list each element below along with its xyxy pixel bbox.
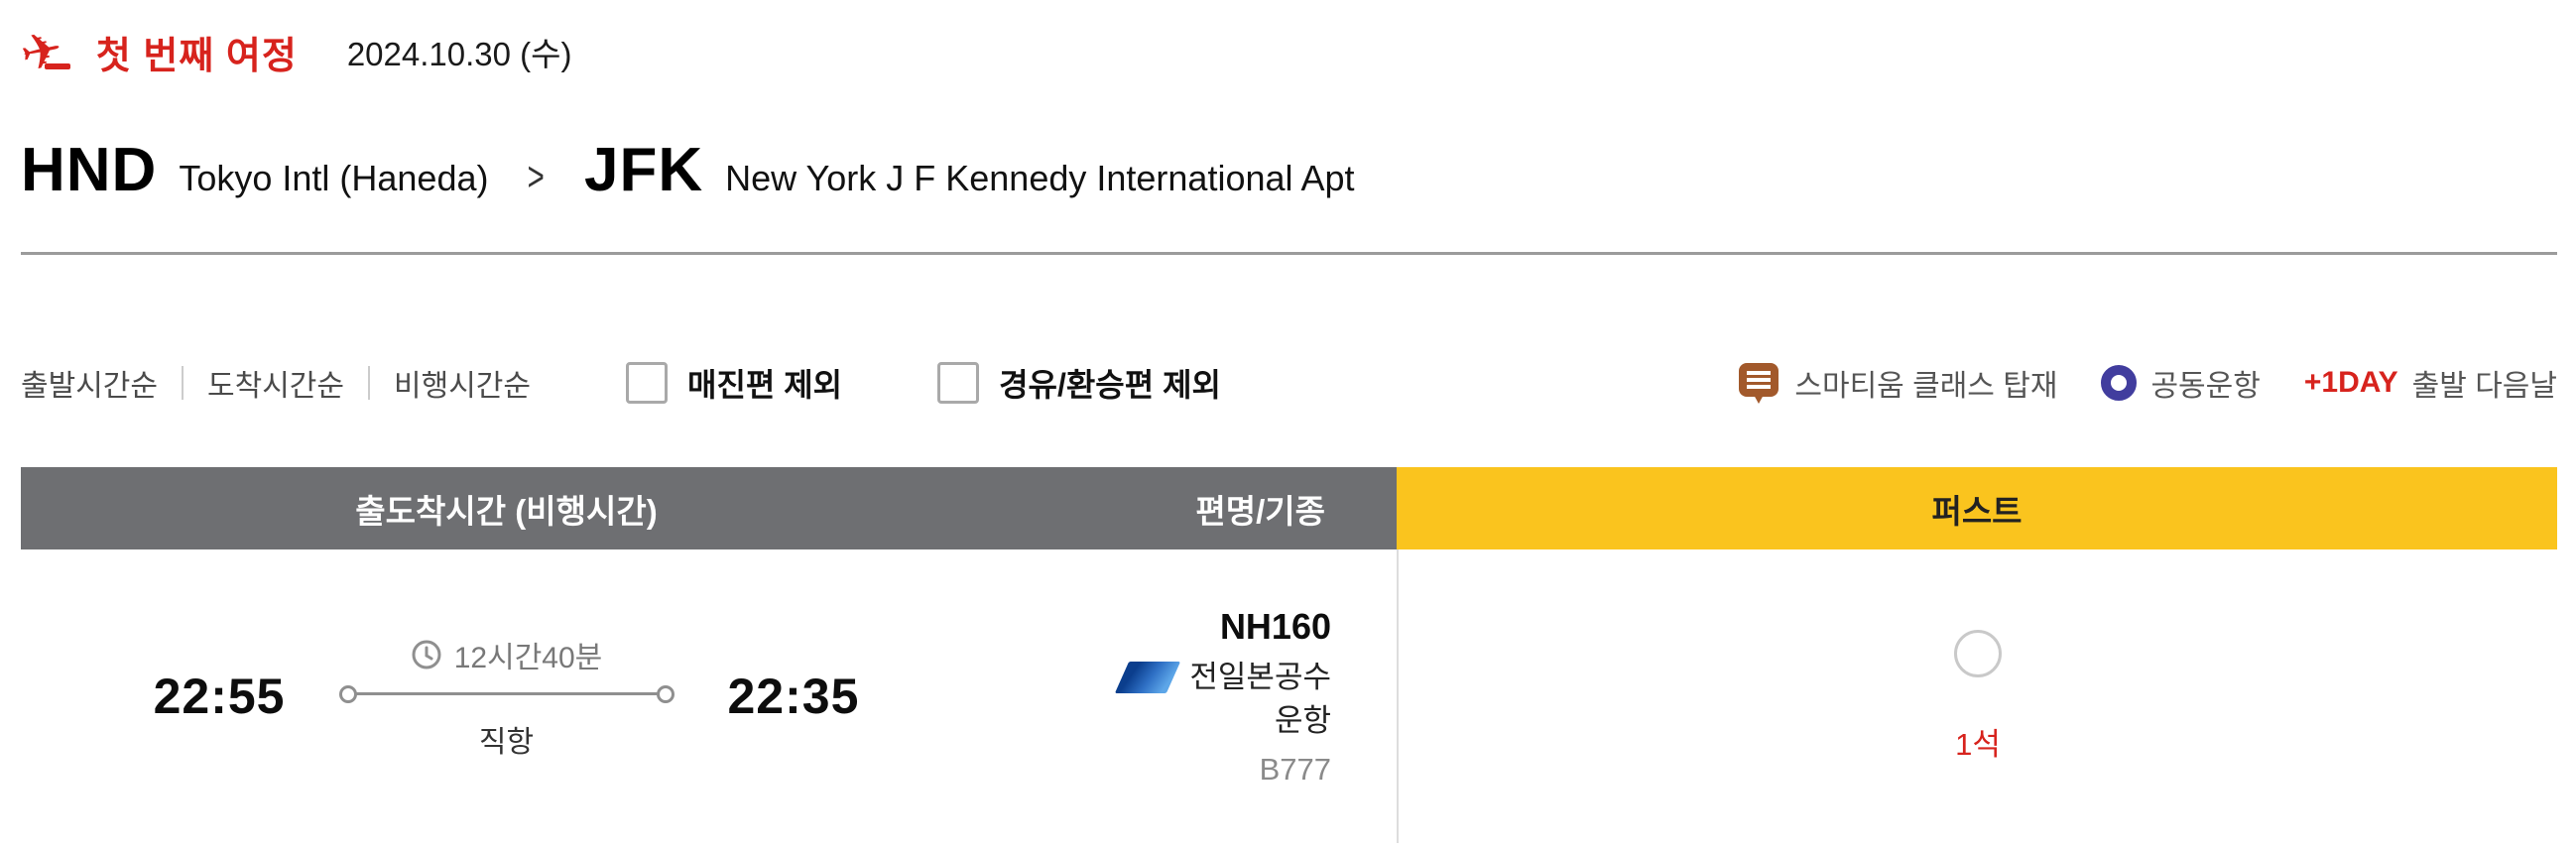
smartium-bubble-icon [1737, 361, 1780, 405]
duration-row: 12시간40분 [411, 633, 603, 676]
sort-and-filters: 출발시간순 도착시간순 비행시간순 매진편 제외 경유/환승편 제외 [21, 360, 1221, 406]
flight-results-table: 출도착시간 (비행시간) 편명/기종 퍼스트 22:55 [21, 467, 2557, 843]
flight-times-cell: 22:55 12시간40분 [21, 549, 992, 843]
exclude-soldout-label: 매진편 제외 [687, 367, 843, 403]
seats-remaining: 1석 [1955, 726, 2001, 762]
first-class-radio[interactable] [1954, 629, 2002, 677]
arrival-time: 22:35 [727, 669, 860, 724]
origin-airport-code: HND [21, 136, 158, 204]
sort-by-arrival[interactable]: 도착시간순 [207, 370, 344, 403]
ana-airline-logo-icon [1115, 661, 1181, 693]
legend-smartium: 스마티움 클래스 탑재 [1737, 361, 2057, 405]
route-header: HND Tokyo Intl (Haneda) > JFK New York J… [21, 135, 2557, 218]
filter-exclude-transfer[interactable]: 경유/환승편 제외 [937, 360, 1221, 406]
exclude-transfer-label: 경유/환승편 제외 [999, 367, 1221, 403]
journey-line: 12시간40분 직항 [338, 633, 675, 761]
airplane-underline [44, 63, 70, 69]
table-header-left: 출도착시간 (비행시간) 편명/기종 [21, 467, 1397, 549]
airplane-takeoff-icon: ✈ [15, 20, 68, 83]
header-cabin-first: 퍼스트 [1397, 467, 2557, 549]
airline-row: 전일본공수 [1115, 656, 1331, 698]
legend: 스마티움 클래스 탑재 공동운항 +1DAY 출발 다음날 [1693, 361, 2557, 405]
section-divider [21, 252, 2557, 255]
legend-codeshare: 공동운항 [2101, 361, 2261, 405]
legend-codeshare-label: 공동운항 [2150, 370, 2261, 403]
codeshare-ring-icon [2101, 365, 2138, 401]
sort-group: 출발시간순 도착시간순 비행시간순 [21, 361, 531, 405]
destination-airport-code: JFK [584, 136, 704, 204]
journey-date: 2024.10.30 (수) [346, 36, 572, 72]
destination-airport-name: New York J F Kennedy International Apt [725, 158, 1355, 198]
exclude-soldout-checkbox[interactable] [626, 362, 668, 404]
legend-plus1day-label: 출발 다음날 [2411, 370, 2557, 403]
flight-duration: 12시간40분 [453, 641, 603, 674]
table-header-row: 출도착시간 (비행시간) 편명/기종 퍼스트 [21, 467, 2557, 549]
flight-row: 22:55 12시간40분 [21, 549, 2557, 843]
sort-divider [368, 366, 370, 400]
plus1day-badge: +1DAY [2303, 366, 2398, 399]
clock-icon [411, 639, 442, 670]
journey-title: 첫 번째 여정 [95, 35, 298, 77]
header-times: 출도착시간 (비행시간) [355, 492, 658, 530]
flight-number: NH160 [1219, 605, 1331, 647]
header-flight-aircraft: 편명/기종 [1195, 492, 1325, 530]
stops-label: 직항 [478, 725, 535, 759]
departure-time: 22:55 [153, 669, 286, 724]
legend-smartium-label: 스마티움 클래스 탑재 [1794, 370, 2058, 403]
airline-name: 전일본공수 [1189, 660, 1331, 695]
flight-segment-line [338, 684, 675, 703]
journey-header: ✈ 첫 번째 여정 2024.10.30 (수) [16, 20, 2557, 82]
sort-divider [182, 366, 184, 400]
results-toolbar: 출발시간순 도착시간순 비행시간순 매진편 제외 경유/환승편 제외 [21, 358, 2557, 408]
sort-by-departure[interactable]: 출발시간순 [21, 370, 158, 403]
operated-label: 운항 [1274, 702, 1331, 738]
legend-plus1day: +1DAY 출발 다음날 [2304, 361, 2557, 405]
aircraft-type: B777 [1259, 751, 1331, 787]
first-class-cell: 1석 [1397, 549, 2557, 843]
origin-airport-name: Tokyo Intl (Haneda) [179, 158, 489, 198]
filter-exclude-soldout[interactable]: 매진편 제외 [626, 360, 842, 406]
route-arrow-icon: > [528, 153, 546, 199]
exclude-transfer-checkbox[interactable] [937, 362, 980, 404]
flight-info-cell: NH160 전일본공수 운항 B777 [992, 549, 1397, 843]
sort-by-duration[interactable]: 비행시간순 [394, 370, 531, 403]
